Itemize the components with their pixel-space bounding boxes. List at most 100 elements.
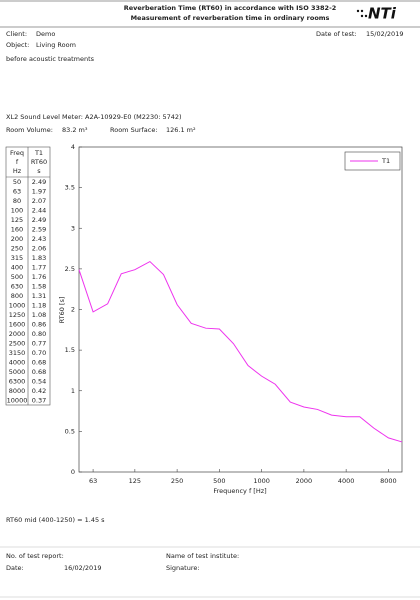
logo-dot — [364, 14, 368, 18]
object-label: Object: — [6, 41, 29, 49]
y-tick-label: 2.5 — [65, 265, 75, 273]
table-rt60: 1.83 — [32, 254, 46, 262]
x-tick-label: 63 — [89, 477, 97, 485]
table-rt60: 2.07 — [32, 197, 46, 205]
logo-text: NTi — [368, 5, 397, 23]
table-rt60: 0.80 — [32, 330, 46, 338]
y-tick-label: 1 — [71, 387, 75, 395]
table-frequency: 800 — [11, 292, 23, 300]
x-axis-label: Frequency f [Hz] — [213, 487, 266, 495]
signature-label: Signature: — [166, 564, 200, 572]
y-axis-label: RT60 [s] — [58, 297, 66, 324]
table-rt60: 0.37 — [32, 396, 46, 404]
table-frequency: 100 — [11, 206, 23, 214]
table-frequency: 1600 — [9, 320, 26, 328]
table-rt60: 1.97 — [32, 187, 46, 195]
table-rt60: 1.76 — [32, 273, 46, 281]
chart: RT60 [s] Frequency f [Hz] 0 0.5 1 1.5 2 2.5 3 3… — [58, 143, 403, 495]
table-rt60: 0.68 — [32, 358, 46, 366]
report-title: Reverberation Time (RT60) in accordance … — [124, 4, 337, 12]
note: before acoustic treatments — [6, 55, 95, 63]
y-tick-label: 1.5 — [65, 346, 75, 354]
institute-label: Name of test institute: — [166, 552, 239, 560]
table-rt60: 1.08 — [32, 311, 46, 319]
table-rt60: 2.43 — [32, 235, 46, 243]
table-rt60: 2.59 — [32, 225, 46, 233]
footer-date-label: Date: — [6, 564, 24, 572]
report-number-label: No. of test report: — [6, 552, 64, 560]
y-tick-label: 3.5 — [65, 184, 75, 192]
table-frequency: 3150 — [9, 349, 26, 357]
logo-dot — [360, 9, 364, 13]
x-tick-label: 250 — [171, 477, 183, 485]
y-tick-label: 2 — [71, 306, 75, 314]
table-rt60: 0.77 — [32, 339, 46, 347]
table-rt60: 2.49 — [32, 178, 46, 186]
y-tick-label: 0.5 — [65, 427, 75, 435]
volume: 83.2 m³ — [62, 126, 88, 134]
table-header: Freq — [10, 149, 24, 157]
table-rt60: 2.44 — [32, 206, 46, 214]
table-rt60: 2.49 — [32, 216, 46, 224]
table-frequency: 250 — [11, 244, 23, 252]
table-frequency: 2000 — [9, 330, 26, 338]
table-frequency: 1250 — [9, 311, 26, 319]
table-rt60: 0.86 — [32, 320, 46, 328]
client-label: Client: — [6, 30, 27, 38]
table-frequency: 125 — [11, 216, 23, 224]
table-rt60: 1.18 — [32, 301, 46, 309]
table-header: Hz — [13, 167, 22, 175]
table-frequency: 500 — [11, 273, 23, 281]
footer-date: 16/02/2019 — [64, 564, 101, 572]
table-rt60: 2.06 — [32, 244, 46, 252]
table-frequency: 400 — [11, 263, 23, 271]
x-tick-label: 8000 — [380, 477, 397, 485]
rt60-mid-summary: RT60 mid (400-1250) = 1.45 s — [6, 516, 105, 524]
table-frequency: 10000 — [7, 396, 28, 404]
table-frequency: 2500 — [9, 339, 26, 347]
table-rt60: 1.77 — [32, 263, 46, 271]
x-tick-label: 1000 — [253, 477, 270, 485]
series-line — [78, 260, 403, 443]
surface: 126.1 m² — [166, 126, 196, 134]
y-tick-label: 0 — [71, 468, 75, 476]
report-subtitle: Measurement of reverberation time in ord… — [131, 14, 330, 22]
table-frequency: 50 — [13, 178, 21, 186]
date-label: Date of test: — [316, 30, 357, 38]
x-tick-label: 125 — [129, 477, 141, 485]
table-rt60: 1.31 — [32, 292, 46, 300]
logo-dot — [360, 14, 364, 18]
table-rt60: 1.58 — [32, 282, 46, 290]
table-frequency: 80 — [13, 197, 21, 205]
device: XL2 Sound Level Meter: A2A-10929-E0 (M22… — [6, 113, 182, 121]
rt60-table: Freq f Hz T1 RT60 s 50 2.49 63 1.97 80 2.07 10… — [5, 146, 51, 406]
legend-label: T1 — [381, 157, 390, 165]
x-tick-label: 500 — [213, 477, 225, 485]
logo-dot — [356, 9, 360, 13]
volume-label: Room Volume: — [6, 126, 53, 134]
table-header: f — [16, 158, 19, 166]
object: Living Room — [36, 41, 76, 49]
logo: NTi — [356, 5, 397, 23]
table-frequency: 200 — [11, 235, 23, 243]
table-rt60: 0.42 — [32, 387, 46, 395]
table-header: s — [37, 167, 41, 175]
surface-label: Room Surface: — [110, 126, 158, 134]
client: Demo — [36, 30, 55, 38]
y-tick-label: 4 — [71, 143, 75, 151]
table-frequency: 630 — [11, 282, 23, 290]
table-frequency: 4000 — [9, 358, 26, 366]
table-frequency: 8000 — [9, 387, 26, 395]
table-frequency: 1000 — [9, 301, 26, 309]
table-frequency: 315 — [11, 254, 23, 262]
table-frequency: 6300 — [9, 377, 26, 385]
y-tick-label: 3 — [71, 224, 75, 232]
table-frequency: 5000 — [9, 368, 26, 376]
table-rt60: 0.54 — [32, 377, 46, 385]
date: 15/02/2019 — [366, 30, 403, 38]
table-rt60: 0.68 — [32, 368, 46, 376]
table-frequency: 160 — [11, 225, 23, 233]
x-tick-label: 2000 — [296, 477, 313, 485]
